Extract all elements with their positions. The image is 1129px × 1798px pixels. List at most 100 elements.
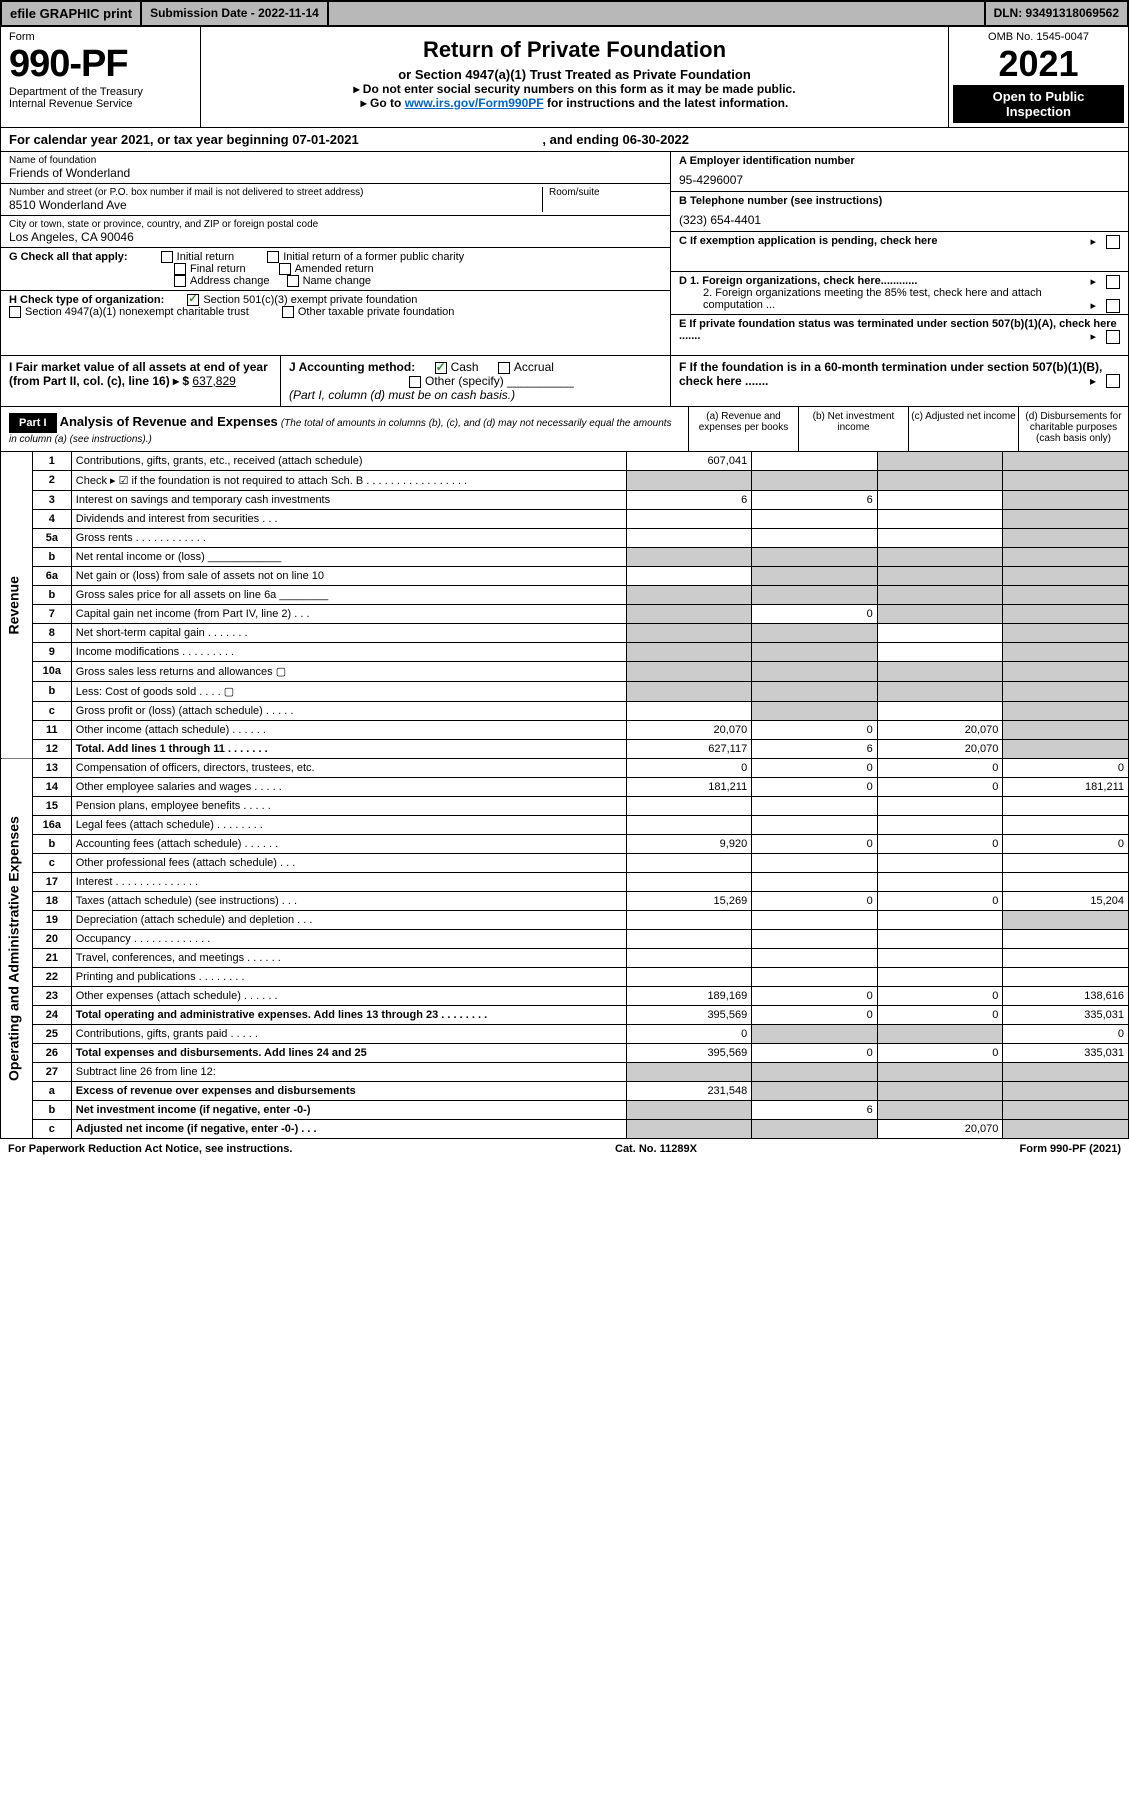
501c3-checkbox[interactable]: [187, 294, 199, 306]
line-number: 26: [32, 1044, 71, 1063]
initial-return-checkbox[interactable]: [161, 251, 173, 263]
table-row: bNet rental income or (loss) ___________…: [1, 548, 1129, 567]
initial-return-former-checkbox[interactable]: [267, 251, 279, 263]
amount-cell: [1003, 662, 1129, 682]
dln-value: DLN: 93491318069562: [986, 2, 1127, 25]
amount-cell: [1003, 797, 1129, 816]
amended-return-checkbox[interactable]: [279, 263, 291, 275]
line-number: 18: [32, 892, 71, 911]
line-label: Excess of revenue over expenses and disb…: [71, 1082, 626, 1101]
amount-cell: [877, 624, 1003, 643]
header-right: OMB No. 1545-0047 2021 Open to PublicIns…: [948, 27, 1128, 127]
amount-cell: [626, 682, 752, 702]
amount-cell: 15,269: [626, 892, 752, 911]
amount-cell: 0: [877, 759, 1003, 778]
table-row: 8Net short-term capital gain . . . . . .…: [1, 624, 1129, 643]
f-checkbox[interactable]: [1106, 374, 1120, 388]
amount-cell: [626, 702, 752, 721]
amount-cell: [1003, 1120, 1129, 1139]
amount-cell: [1003, 643, 1129, 662]
amount-cell: [1003, 491, 1129, 510]
table-row: 7Capital gain net income (from Part IV, …: [1, 605, 1129, 624]
line-number: 3: [32, 491, 71, 510]
amount-cell: 20,070: [626, 721, 752, 740]
i-fmv-cell: I Fair market value of all assets at end…: [1, 356, 281, 406]
omb-number: OMB No. 1545-0047: [953, 31, 1124, 43]
amount-cell: 6: [752, 1101, 878, 1120]
amount-cell: [626, 854, 752, 873]
amount-cell: 335,031: [1003, 1044, 1129, 1063]
amount-cell: [752, 816, 878, 835]
amount-cell: [1003, 682, 1129, 702]
amount-cell: [877, 968, 1003, 987]
c-checkbox[interactable]: [1106, 235, 1120, 249]
amount-cell: [1003, 702, 1129, 721]
efile-print-button[interactable]: efile GRAPHIC print: [2, 2, 140, 25]
amount-cell: [1003, 1101, 1129, 1120]
amount-cell: [752, 452, 878, 471]
h-org-type: H Check type of organization: Section 50…: [1, 291, 670, 321]
amount-cell: [626, 529, 752, 548]
calendar-year-row: For calendar year 2021, or tax year begi…: [0, 128, 1129, 152]
cash-checkbox[interactable]: [435, 362, 447, 374]
4947a1-checkbox[interactable]: [9, 306, 21, 318]
amount-cell: [1003, 873, 1129, 892]
f-60month-cell: F If the foundation is in a 60-month ter…: [671, 356, 1128, 406]
line-number: c: [32, 702, 71, 721]
amount-cell: [1003, 586, 1129, 605]
amount-cell: 0: [626, 759, 752, 778]
header-center: Return of Private Foundation or Section …: [201, 27, 948, 127]
line-label: Total operating and administrative expen…: [71, 1006, 626, 1025]
d2-checkbox[interactable]: [1106, 299, 1120, 313]
identity-block: Name of foundation Friends of Wonderland…: [0, 152, 1129, 356]
table-row: 6aNet gain or (loss) from sale of assets…: [1, 567, 1129, 586]
amount-cell: 0: [877, 835, 1003, 854]
amount-cell: [752, 624, 878, 643]
top-bar: efile GRAPHIC print Submission Date - 20…: [0, 0, 1129, 27]
line-label: Capital gain net income (from Part IV, l…: [71, 605, 626, 624]
col-b-header: (b) Net investment income: [798, 407, 908, 451]
amount-cell: [752, 682, 878, 702]
amount-cell: [752, 930, 878, 949]
line-number: 20: [32, 930, 71, 949]
other-method-checkbox[interactable]: [409, 376, 421, 388]
table-row: 22Printing and publications . . . . . . …: [1, 968, 1129, 987]
table-row: 9Income modifications . . . . . . . . .: [1, 643, 1129, 662]
form990pf-link[interactable]: www.irs.gov/Form990PF: [405, 96, 544, 110]
line-number: 8: [32, 624, 71, 643]
line-number: 27: [32, 1063, 71, 1082]
amount-cell: [877, 471, 1003, 491]
amount-cell: [877, 1082, 1003, 1101]
amount-cell: [626, 797, 752, 816]
amount-cell: 0: [752, 1006, 878, 1025]
amount-cell: [877, 949, 1003, 968]
e-checkbox[interactable]: [1106, 330, 1120, 344]
other-taxable-checkbox[interactable]: [282, 306, 294, 318]
amount-cell: [626, 911, 752, 930]
amount-cell: [877, 529, 1003, 548]
page-footer: For Paperwork Reduction Act Notice, see …: [0, 1139, 1129, 1159]
amount-cell: [626, 662, 752, 682]
address-change-checkbox[interactable]: [174, 275, 186, 287]
accrual-checkbox[interactable]: [498, 362, 510, 374]
name-change-checkbox[interactable]: [287, 275, 299, 287]
line-label: Gross sales price for all assets on line…: [71, 586, 626, 605]
amount-cell: [626, 586, 752, 605]
amount-cell: [1003, 930, 1129, 949]
final-return-checkbox[interactable]: [174, 263, 186, 275]
amount-cell: [626, 949, 752, 968]
table-row: 10aGross sales less returns and allowanc…: [1, 662, 1129, 682]
table-row: cAdjusted net income (if negative, enter…: [1, 1120, 1129, 1139]
table-row: Operating and Administrative Expenses13C…: [1, 759, 1129, 778]
line-number: 17: [32, 873, 71, 892]
amount-cell: [752, 702, 878, 721]
amount-cell: 395,569: [626, 1044, 752, 1063]
line-label: Other income (attach schedule) . . . . .…: [71, 721, 626, 740]
amount-cell: [752, 911, 878, 930]
amount-cell: 0: [1003, 1025, 1129, 1044]
amount-cell: [877, 586, 1003, 605]
amount-cell: [752, 471, 878, 491]
table-row: 15Pension plans, employee benefits . . .…: [1, 797, 1129, 816]
d1-checkbox[interactable]: [1106, 275, 1120, 289]
revenue-sidelabel: Revenue: [1, 452, 33, 759]
